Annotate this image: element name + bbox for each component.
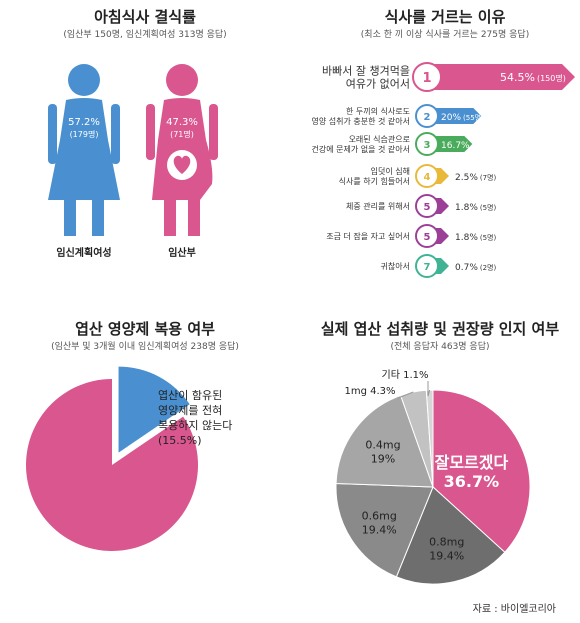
pie-slice-main	[25, 379, 198, 551]
rank-label: 2	[424, 112, 431, 123]
rank-label: 5	[424, 202, 431, 213]
pregnant-category-label: 임산부	[168, 246, 196, 259]
rank-badge	[415, 104, 439, 128]
slice-value-label: 19%	[371, 452, 395, 465]
slice-value-label: 1.1%	[403, 370, 428, 381]
reason-bar	[427, 64, 575, 90]
reason-value-label: 1.8% (5명)	[455, 233, 496, 243]
pregnant-value-label: 47.3%	[166, 117, 198, 128]
planning-count-label: (179명)	[70, 129, 99, 139]
planning-value-label: 57.2%	[68, 117, 100, 128]
skip-rate-subtitle: (임산부 150명, 임신계획여성 313명 응답)	[63, 30, 227, 40]
reason-category-label: 바빠서 잘 챙겨먹을	[322, 64, 410, 78]
rank-label: 7	[424, 262, 431, 273]
reason-category-label: 귀찮아서	[381, 261, 410, 271]
reason-value-label: 0.7% (2명)	[455, 263, 496, 273]
source-note: 자료 : 바이엘코리아	[472, 604, 556, 615]
slice-value-label: 19.4%	[362, 524, 397, 537]
reason-category-label: 건강에 문제가 없을 것 같아서	[312, 144, 411, 154]
reason-bar	[427, 108, 482, 124]
rank-badge	[415, 224, 439, 248]
reason-value-label: 2.5% (7명)	[455, 173, 496, 183]
reason-bar	[427, 136, 473, 152]
heart-icon	[173, 155, 191, 174]
slice-category-label: 0.4mg	[365, 438, 400, 451]
pregnant-count-label: (71명)	[170, 129, 194, 139]
slice-category-label: 0.8mg	[429, 535, 464, 548]
reason-category-label: 조금 더 잠을 자고 싶어서	[326, 231, 410, 241]
slice-value-label: 19.4%	[429, 549, 464, 562]
reason-value-label: 20% (55명)	[441, 113, 484, 123]
rank-badge	[415, 132, 439, 156]
skip-rate-title: 아침식사 결식률	[94, 8, 196, 26]
reasons-subtitle: (최소 한 끼 이상 식사를 거르는 275명 응답)	[360, 30, 530, 40]
reason-category-label: 식사를 하기 힘들어서	[339, 176, 410, 186]
reason-value-label: 16.7% (46명)	[441, 141, 493, 151]
pie-slice	[335, 394, 434, 488]
reasons-title: 식사를 거르는 이유	[384, 8, 506, 26]
skip-rate-pictogram: 57.2% (179명) 임신계획여성 47.3% (71명) 임산부	[48, 64, 218, 259]
reason-category-label: 영양 섭취가 충분한 것 같아서	[312, 116, 411, 126]
rank-label: 1	[422, 71, 431, 86]
rank-label: 5	[424, 232, 431, 243]
rank-label: 3	[424, 140, 431, 151]
rank-badge	[415, 254, 439, 278]
supplement-subtitle: (임산부 및 3개월 이내 임신계획여성 238명 응답)	[51, 342, 239, 352]
slice-outside-label: 1mg 4.3%	[344, 386, 395, 397]
supplement-slice-label: 복용하지 않는다	[158, 418, 232, 432]
rank-badge	[415, 164, 439, 188]
rank-label: 4	[424, 172, 431, 183]
reason-category-label: 한 두끼의 식사로도	[346, 106, 410, 116]
planning-woman-figure	[48, 64, 120, 236]
slice-category-label: 잘모르겠다	[435, 453, 509, 472]
reason-category-label: 입덧이 심해	[371, 166, 410, 176]
pie-slice-highlight	[118, 366, 190, 453]
leader-line	[397, 391, 414, 399]
slice-outside-label: 기타 1.1%	[382, 369, 429, 381]
pie-slice	[432, 389, 531, 553]
reason-category-label: 체중 관리를 위해서	[346, 201, 410, 211]
slice-value-label: 36.7%	[444, 472, 500, 491]
leader-line	[427, 381, 431, 397]
pie-slice	[335, 482, 434, 578]
supplement-slice-label: (15.5%)	[158, 434, 202, 447]
reason-category-label: 오래된 식습관으로	[349, 134, 410, 144]
awareness-subtitle: (전체 응답자 463명 응답)	[390, 342, 490, 352]
supplement-slice-label: 엽산이 함유된	[158, 389, 222, 402]
planning-category-label: 임신계획여성	[56, 246, 111, 259]
slice-value-label: 4.3%	[370, 386, 395, 397]
supplement-slice-label: 영양제를 전혀	[158, 404, 222, 417]
slice-category-label: 0.6mg	[362, 510, 397, 523]
reason-value-label: 54.5% (150명)	[500, 71, 566, 84]
rank-badge	[412, 62, 442, 92]
awareness-title: 실제 엽산 섭취량 및 권장량 인지 여부	[320, 320, 560, 338]
rank-badge	[415, 194, 439, 218]
supplement-title: 엽산 영양제 복용 여부	[75, 320, 215, 338]
reason-value-label: 1.8% (5명)	[455, 203, 496, 213]
reason-category-label: 여유가 없어서	[346, 78, 410, 91]
